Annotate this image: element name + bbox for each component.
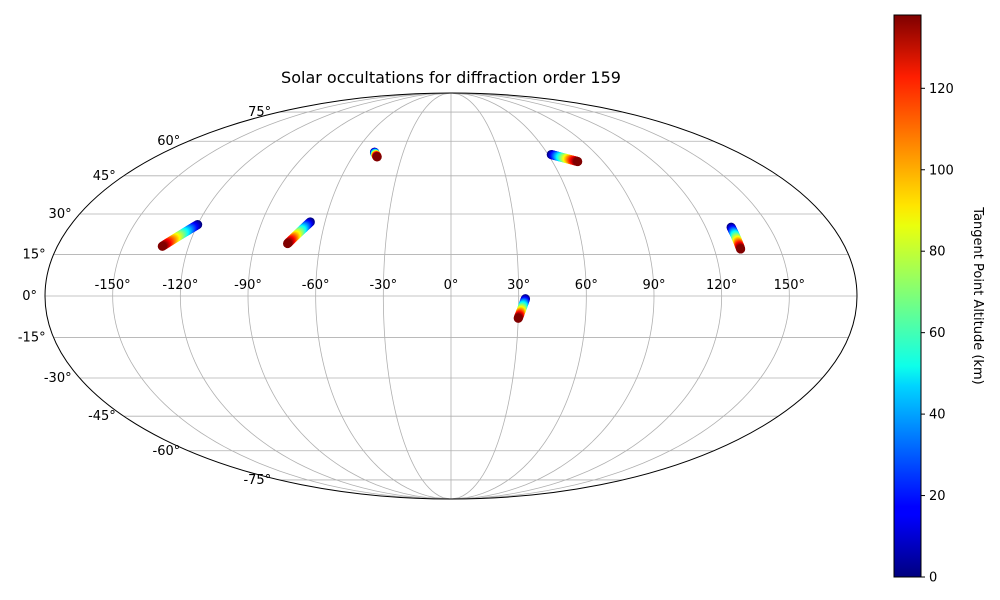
occultation-track <box>513 294 531 323</box>
colorbar-tick-label: 80 <box>929 245 946 260</box>
latitude-tick-label: 0° <box>22 289 37 304</box>
longitude-tick-label: 90° <box>642 278 665 293</box>
chart-title: Solar occultations for diffraction order… <box>281 68 621 87</box>
colorbar-tick-label: 20 <box>929 489 946 504</box>
longitude-tick-label: -120° <box>162 278 198 293</box>
latitude-tick-label: 30° <box>49 207 72 222</box>
colorbar <box>893 14 922 578</box>
graticule <box>45 93 857 499</box>
track-point <box>282 238 293 249</box>
track-point <box>372 152 382 162</box>
latitude-tick-label: 75° <box>248 105 271 120</box>
occultation-track <box>157 220 203 251</box>
occultation-track <box>546 149 583 167</box>
longitude-tick-label: 150° <box>774 278 805 293</box>
longitude-tick-label: -30° <box>369 278 397 293</box>
latitude-tick-label: 45° <box>93 169 116 184</box>
latitude-tick-label: -75° <box>243 473 271 488</box>
longitude-tick-label: 120° <box>706 278 737 293</box>
map-boundary <box>44 92 858 500</box>
track-point <box>513 313 523 323</box>
longitude-tick-label: -150° <box>95 278 131 293</box>
longitude-tick-label: 0° <box>444 278 459 293</box>
longitude-tick-label: 60° <box>575 278 598 293</box>
latitude-tick-label: -15° <box>18 331 46 346</box>
latitude-tick-label: -60° <box>153 444 181 459</box>
latitude-tick-label: -45° <box>88 409 116 424</box>
occultation-tracks <box>157 147 746 323</box>
colorbar-tick-label: 60 <box>929 326 946 341</box>
colorbar-tick-label: 40 <box>929 408 946 423</box>
occultation-track <box>282 217 315 249</box>
longitude-tick-label: 30° <box>507 278 530 293</box>
latitude-tick-label: -30° <box>44 371 72 386</box>
colorbar-ticks: 0 20 40 60 80 100 120 <box>921 82 954 586</box>
longitude-tick-label: -90° <box>234 278 262 293</box>
colorbar-tick-label: 120 <box>929 82 954 97</box>
longitude-tick-label: -60° <box>302 278 330 293</box>
latitude-tick-label: 60° <box>157 134 180 149</box>
latitude-tick-label: 15° <box>23 247 46 262</box>
track-point <box>157 241 167 251</box>
track-point <box>736 244 746 254</box>
longitude-tick-labels: -150° -120° -90° -60° -30° 0° 30° 60° 90° 120° 150… <box>95 278 805 293</box>
colorbar-tick-label: 0 <box>929 571 937 586</box>
latitude-tick-labels: -75° -60° -45° -30° -15° 0° 15° 30° 45° 60° 75° <box>18 105 271 488</box>
track-point <box>573 156 583 167</box>
colorbar-tick-label: 100 <box>929 163 954 178</box>
colorbar-label: Tangent Point Altitude (km) <box>970 206 985 384</box>
occultation-track <box>726 222 746 254</box>
occultation-track <box>369 147 382 162</box>
